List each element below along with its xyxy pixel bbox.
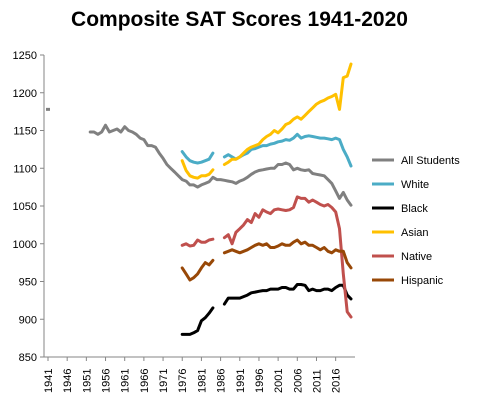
y-tick-label: 1250 [13, 50, 37, 62]
x-tick-label: 2016 [331, 369, 343, 393]
x-tick-label: 2006 [292, 369, 304, 393]
y-tick-label: 1150 [13, 126, 37, 138]
y-tick-label: 900 [19, 314, 37, 326]
y-tick-label: 1100 [13, 163, 37, 175]
legend-label-asian: Asian [401, 227, 429, 239]
x-tick-label: 1941 [43, 369, 55, 393]
x-tick-label: 1976 [177, 369, 189, 393]
legend-label-native: Native [401, 251, 432, 263]
x-tick-label: 1961 [120, 369, 132, 393]
y-tick-label: 1000 [13, 239, 37, 251]
series-line-all-students [88, 123, 353, 207]
x-tick-label: 2011 [311, 369, 323, 393]
x-tick-label: 1996 [254, 369, 266, 393]
x-tick-label: 1951 [81, 369, 93, 393]
legend-label-all-students: All Students [401, 155, 460, 167]
series-line-native [180, 195, 353, 319]
x-tick-label: 1981 [196, 369, 208, 393]
series-line-black [180, 283, 353, 336]
y-tick-label: 1050 [13, 201, 37, 213]
x-tick-label: 2001 [273, 369, 285, 393]
series-line-asian [180, 62, 353, 180]
x-tick-label: 1966 [139, 369, 151, 393]
x-tick-label: 1986 [216, 369, 228, 393]
x-tick-label: 1956 [101, 369, 113, 393]
series-line-hispanic [180, 238, 353, 282]
series-line-white [180, 132, 353, 168]
legend-label-hispanic: Hispanic [401, 275, 444, 287]
chart-title: Composite SAT Scores 1941-2020 [71, 8, 408, 31]
x-tick-label: 1991 [235, 369, 247, 393]
y-tick-label: 1200 [13, 88, 37, 100]
legend-label-black: Black [401, 203, 428, 215]
legend-label-white: White [401, 179, 429, 191]
x-tick-label: 1971 [158, 369, 170, 393]
y-tick-label: 850 [19, 352, 37, 364]
x-tick-label: 1946 [62, 369, 74, 393]
y-tick-label: 950 [19, 277, 37, 289]
